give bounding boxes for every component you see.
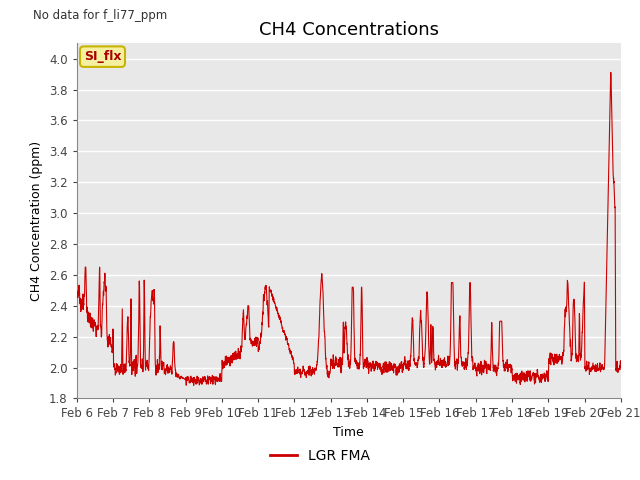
Text: No data for f_li77_ppm: No data for f_li77_ppm xyxy=(33,9,168,22)
Text: SI_flx: SI_flx xyxy=(84,50,121,63)
Y-axis label: CH4 Concentration (ppm): CH4 Concentration (ppm) xyxy=(31,141,44,301)
X-axis label: Time: Time xyxy=(333,426,364,439)
Legend: LGR FMA: LGR FMA xyxy=(264,443,376,468)
Title: CH4 Concentrations: CH4 Concentrations xyxy=(259,21,439,39)
